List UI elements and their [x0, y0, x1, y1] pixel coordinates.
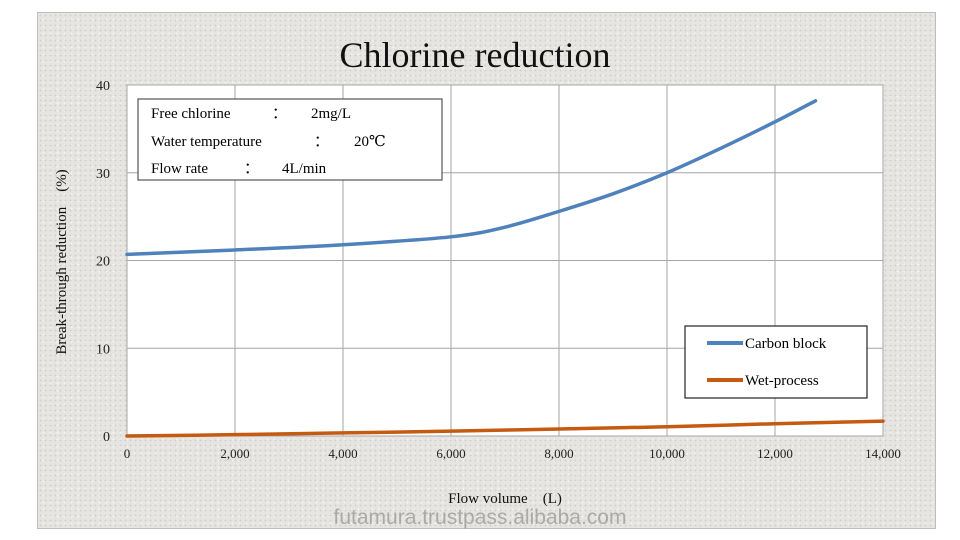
legend-label: Wet-process — [745, 373, 819, 389]
condition-sep: ： — [272, 106, 287, 122]
condition-label: Flow rate — [151, 161, 208, 177]
series-line-carbon-block — [125, 99, 818, 257]
y-tick-label: 30 — [96, 167, 110, 182]
x-tick-label: 8,000 — [544, 446, 573, 461]
condition-value: 20℃ — [354, 134, 386, 150]
condition-sep: ： — [244, 161, 259, 177]
y-tick-label: 40 — [96, 79, 110, 94]
x-tick-label: 10,000 — [649, 446, 685, 461]
y-tick-label: 20 — [96, 255, 110, 270]
condition-value: 2mg/L — [311, 106, 351, 122]
x-tick-label: 6,000 — [436, 446, 465, 461]
condition-sep: ： — [314, 134, 329, 150]
condition-label: Free chlorine — [151, 106, 231, 122]
x-tick-label: 0 — [124, 446, 131, 461]
x-tick-label: 4,000 — [328, 446, 357, 461]
watermark: futamura.trustpass.alibaba.com — [333, 506, 627, 529]
y-tick-label: 10 — [96, 342, 110, 357]
y-axis-label: Break-through reduction (%) — [54, 169, 70, 354]
y-tick-label: 0 — [103, 430, 110, 445]
chart-title: Chlorine reduction — [340, 35, 611, 75]
conditions-box: Free chlorine ： 2mg/L Water temperature … — [137, 98, 443, 181]
x-tick-label: 2,000 — [220, 446, 249, 461]
series-line-wet-process — [125, 419, 885, 438]
x-tick-label: 12,000 — [757, 446, 793, 461]
legend: Carbon block Wet-process — [684, 325, 868, 399]
legend-label: Carbon block — [745, 336, 827, 352]
x-axis-label: Flow volume (L) — [448, 491, 562, 507]
condition-label: Water temperature — [151, 134, 262, 150]
x-tick-label: 14,000 — [865, 446, 901, 461]
condition-value: 4L/min — [282, 161, 327, 177]
